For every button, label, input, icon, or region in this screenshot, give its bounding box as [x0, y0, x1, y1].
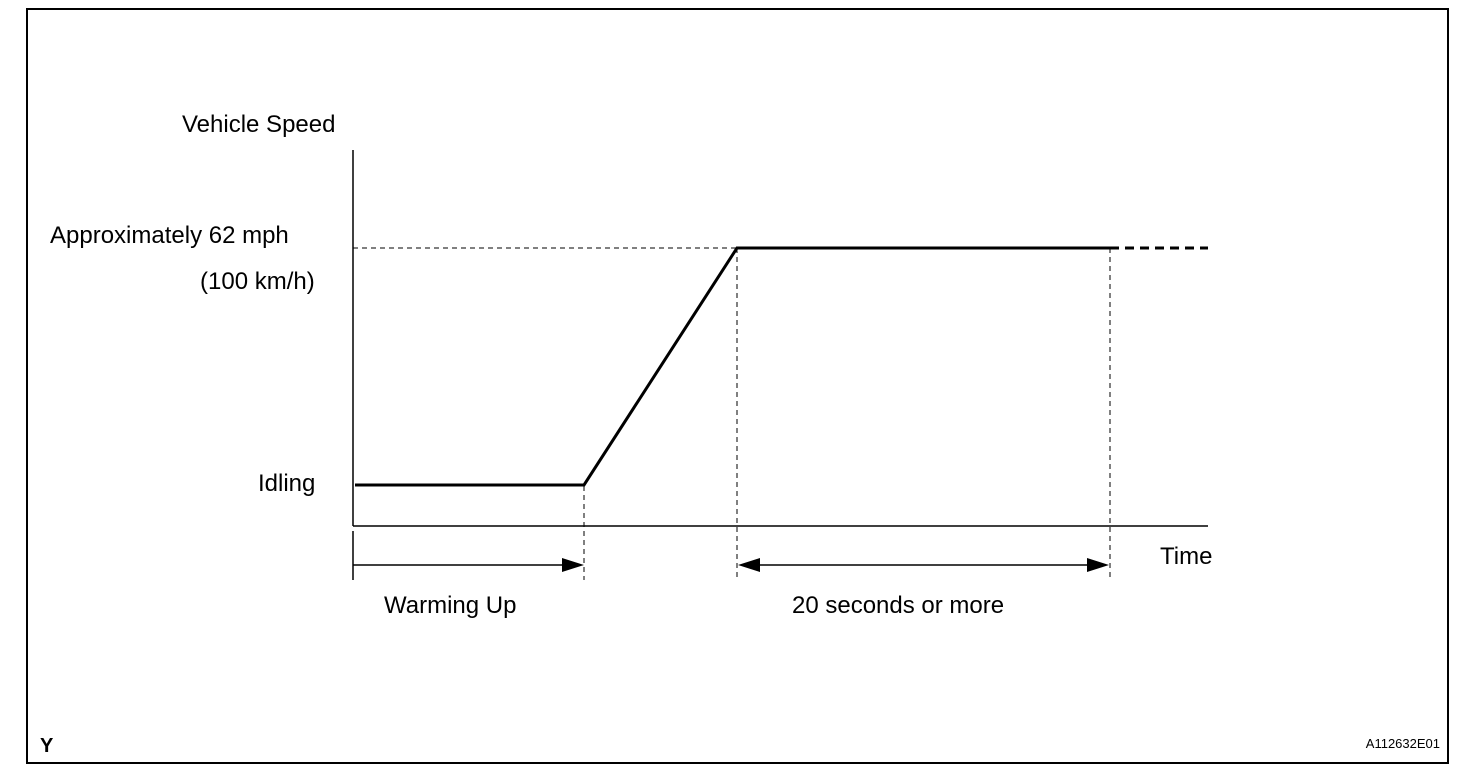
hold-arrowhead-right [1087, 558, 1109, 572]
hold-arrowhead-left [738, 558, 760, 572]
high-speed-label-line1: Approximately 62 mph [50, 222, 289, 249]
speed-profile-line [355, 246, 1110, 487]
warmup-phase-label: Warming Up [384, 592, 516, 619]
idling-label: Idling [258, 470, 315, 497]
high-speed-label-line2: (100 km/h) [200, 268, 315, 295]
hold-phase-label: 20 seconds or more [792, 592, 1004, 619]
figure-code: A112632E01 [1366, 736, 1440, 751]
corner-mark: Y [40, 735, 54, 757]
figure-frame [26, 8, 1449, 764]
x-axis-label: Time [1160, 543, 1212, 570]
warmup-arrowhead-right [562, 558, 584, 572]
y-axis-label: Vehicle Speed [182, 111, 335, 138]
